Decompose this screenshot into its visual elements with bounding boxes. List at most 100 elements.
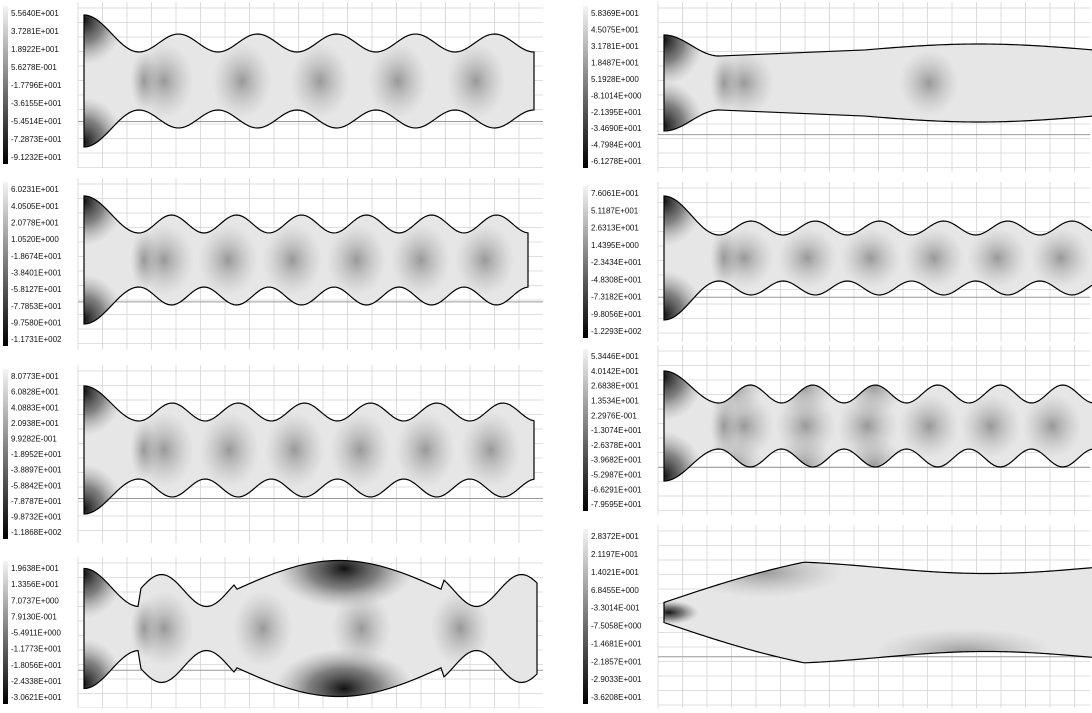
colorbar xyxy=(583,529,588,704)
colorbar-label: 1.4395E+000 xyxy=(591,241,639,250)
colorbar-label: -4.7984E+001 xyxy=(591,141,642,150)
field-blob xyxy=(961,394,1021,458)
colorbar-label: 5.1928E+000 xyxy=(591,75,639,84)
colorbar-label: -1.3074E+001 xyxy=(591,426,642,435)
field-blob xyxy=(330,412,390,488)
field-blob xyxy=(233,591,293,667)
colorbar-label: 2.0938E+001 xyxy=(11,419,59,428)
colorbar-label: -3.3014E-001 xyxy=(591,604,640,613)
field-blob xyxy=(714,50,774,116)
field-blob xyxy=(368,43,428,119)
field xyxy=(44,529,537,709)
field xyxy=(44,346,534,554)
field xyxy=(624,331,1092,521)
colorbar-label: 8.0773E+001 xyxy=(11,372,59,381)
colorbar-label: -2.9033E+001 xyxy=(591,675,642,684)
field-blob xyxy=(391,224,451,296)
field-blob xyxy=(1022,394,1082,458)
field-blob xyxy=(198,224,258,296)
colorbar-label: 7.9130E-001 xyxy=(11,612,57,621)
colorbar-label: -2.1395E+001 xyxy=(591,108,642,117)
field-blob xyxy=(899,394,959,458)
colorbar-label: -7.5058E+000 xyxy=(591,622,642,631)
colorbar-label: 1.9638E+001 xyxy=(11,564,59,573)
field-blob xyxy=(461,412,521,488)
field-blob xyxy=(430,591,490,667)
colorbar-label: -2.1857E+001 xyxy=(591,657,642,666)
colorbar-label: -3.8401E+001 xyxy=(11,268,62,277)
colorbar-label: -3.0621E+001 xyxy=(11,693,62,702)
panel: 8.0773E+0016.0828E+0014.0883E+0012.0938E… xyxy=(3,346,543,554)
field-blob xyxy=(684,548,844,598)
colorbar-label: -5.4911E+000 xyxy=(11,629,61,638)
colorbar-label: -1.8952E+001 xyxy=(11,450,62,459)
colorbar-label: 5.5640E+001 xyxy=(11,9,59,18)
colorbar-label: 1.3356E+001 xyxy=(11,580,59,589)
field-blob xyxy=(134,412,194,488)
colorbar-label: -3.8897E+001 xyxy=(11,466,62,475)
colorbar-label: -5.8842E+001 xyxy=(11,481,62,490)
colorbar-label: 5.6278E-001 xyxy=(11,63,57,72)
field-blob xyxy=(134,43,194,119)
colorbar-label: 6.8455E+000 xyxy=(591,586,639,595)
field-blob xyxy=(777,228,837,288)
panel: 7.6061E+0015.1187E+0012.6313E+0011.4395E… xyxy=(583,156,1092,360)
colorbar-label: -7.2873E+001 xyxy=(11,135,62,144)
field-blob xyxy=(837,394,897,458)
panel: 2.8372E+0012.1197E+0011.4021E+0016.8455E… xyxy=(583,525,1092,708)
field-blob xyxy=(904,228,964,288)
colorbar-label: 2.0778E+001 xyxy=(11,218,59,227)
colorbar-label: -7.3182E+001 xyxy=(591,293,642,302)
colorbar-label: -5.2987E+001 xyxy=(591,471,642,480)
colorbar-label: -2.4338E+001 xyxy=(11,677,62,686)
colorbar xyxy=(3,561,8,704)
colorbar-label: 5.3446E+001 xyxy=(591,352,639,361)
field-blob xyxy=(265,412,325,488)
panel: 6.0231E+0014.0505E+0012.0778E+0011.0520E… xyxy=(3,156,543,364)
colorbar xyxy=(583,349,588,511)
colorbar-label: -1.7796E+001 xyxy=(11,81,62,90)
colorbar xyxy=(583,186,588,338)
colorbar-label: -1.1731E+002 xyxy=(11,335,62,344)
field-blob xyxy=(446,43,506,119)
colorbar-label: 1.8487E+001 xyxy=(591,58,639,67)
colorbar-label: 9.9282E-001 xyxy=(11,435,57,444)
colorbar-label: 1.8922E+001 xyxy=(11,45,59,54)
field-blob xyxy=(639,601,699,625)
colorbar-label: -1.1773E+001 xyxy=(11,645,62,654)
colorbar-label: -7.9595E+001 xyxy=(591,500,642,509)
colorbar-label: -3.6155E+001 xyxy=(11,99,62,108)
colorbar xyxy=(3,182,8,346)
field-blob xyxy=(714,394,774,458)
field xyxy=(624,156,1092,360)
field-blob xyxy=(262,224,322,296)
figure: 5.5640E+001 3.7281E+001 1.8922E+001 5.6278E… xyxy=(0,0,1092,708)
panel: 5.3446E+0014.0142E+0012.6838E+0011.3534E… xyxy=(583,331,1092,521)
colorbar-label: -1.2293E+002 xyxy=(591,327,642,336)
colorbar xyxy=(3,369,8,539)
colorbar-label: 4.0883E+001 xyxy=(11,403,59,412)
colorbar-label: -6.6291E+001 xyxy=(591,485,642,494)
colorbar-label: -6.1278E+001 xyxy=(591,157,642,166)
colorbar-label: -1.1868E+002 xyxy=(11,528,62,537)
colorbar-label: -2.3434E+001 xyxy=(591,258,642,267)
field-blob xyxy=(841,228,901,288)
colorbar-label: -9.7580E+001 xyxy=(11,318,62,327)
field-blob xyxy=(1031,228,1091,288)
colorbar-label: 1.0520E+000 xyxy=(11,235,59,244)
field-blob xyxy=(967,228,1027,288)
field-blob xyxy=(776,394,836,458)
colorbar-label: -1.8674E+001 xyxy=(11,252,62,261)
colorbar-label: -5.4514E+001 xyxy=(11,117,62,126)
field-blob xyxy=(290,43,350,119)
field-blob xyxy=(332,591,392,667)
colorbar-label: 4.0142E+001 xyxy=(591,367,639,376)
colorbar-label: -9.8056E+001 xyxy=(591,310,642,319)
colorbar-label: 5.8369E+001 xyxy=(591,9,639,18)
colorbar-label: 3.7281E+001 xyxy=(11,27,59,36)
colorbar-label: -5.8127E+001 xyxy=(11,285,62,294)
colorbar-label: 2.2976E-001 xyxy=(591,411,637,420)
colorbar xyxy=(3,6,8,164)
field-blob xyxy=(212,43,272,119)
colorbar-label: -4.8308E+001 xyxy=(591,275,642,284)
